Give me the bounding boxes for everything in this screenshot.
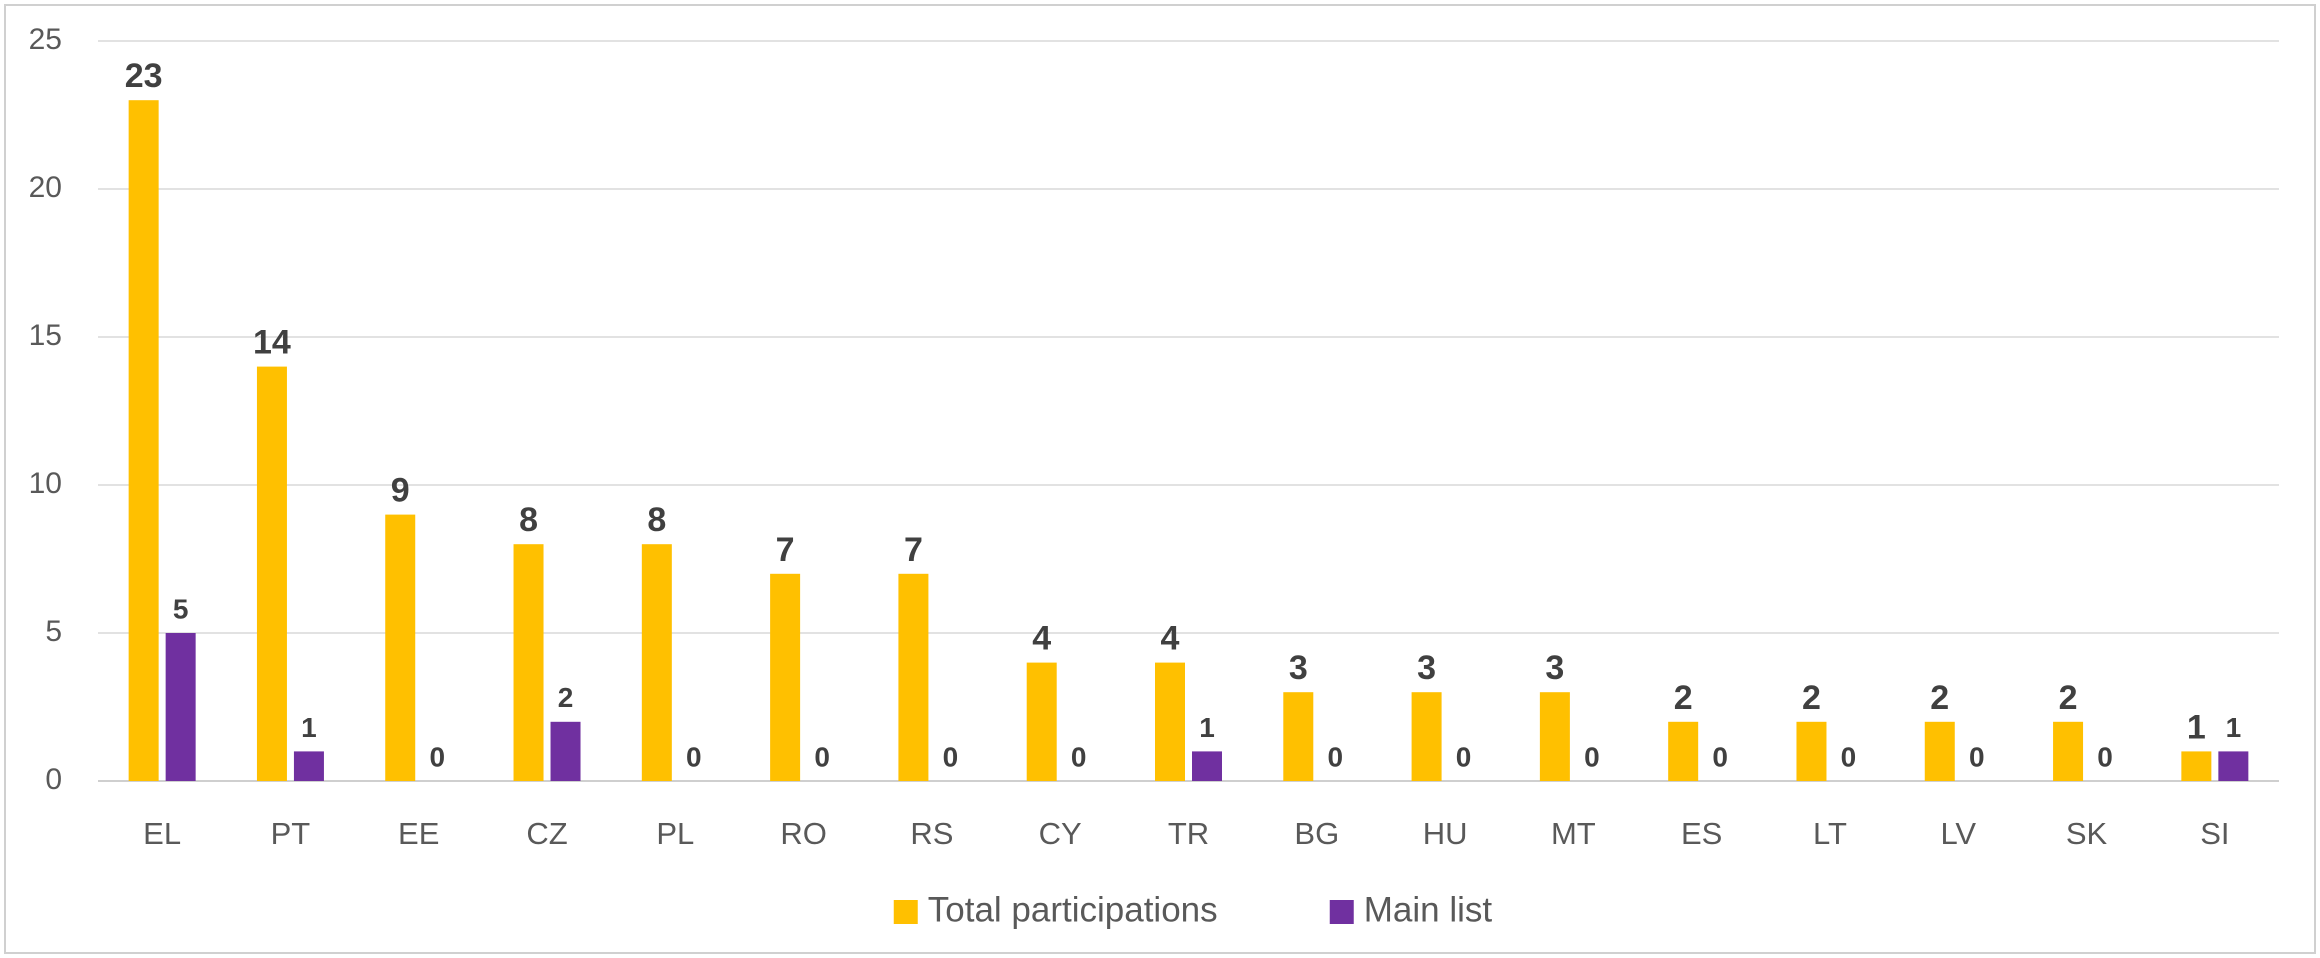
data-label: 0 [429, 741, 445, 772]
bar [2181, 751, 2212, 781]
data-label: 4 [1161, 620, 1180, 658]
bar [898, 573, 929, 781]
bar [1283, 692, 1314, 781]
data-label: 0 [1456, 741, 1472, 772]
data-label: 23 [125, 57, 163, 95]
bar [1026, 662, 1057, 781]
x-tick-label: CY [1039, 816, 1082, 851]
data-label: 14 [253, 324, 291, 362]
data-label: 2 [558, 682, 574, 713]
data-label: 8 [647, 501, 666, 539]
x-tick-label: SI [2200, 816, 2229, 851]
y-tick-label: 10 [29, 467, 62, 500]
bar [1796, 721, 1827, 781]
bar [1192, 751, 1222, 781]
bar [128, 100, 159, 781]
data-label: 0 [1328, 741, 1344, 772]
data-label: 3 [1417, 649, 1436, 687]
bar [1539, 692, 1570, 781]
data-label: 7 [776, 531, 795, 569]
x-tick-label: RO [780, 816, 827, 851]
bar [165, 633, 196, 781]
data-label: 0 [1584, 741, 1600, 772]
data-label: 0 [1841, 741, 1857, 772]
x-tick-label: RS [910, 816, 953, 851]
data-label: 9 [391, 472, 410, 510]
bar [1411, 692, 1442, 781]
legend-label: Main list [1364, 890, 1493, 929]
data-label: 8 [519, 501, 538, 539]
data-label: 0 [1071, 741, 1087, 772]
bar [1924, 721, 1955, 781]
x-tick-label: CZ [526, 816, 567, 851]
data-label: 0 [2097, 741, 2113, 772]
data-label: 7 [904, 531, 923, 569]
bar [293, 751, 324, 781]
x-tick-label: TR [1168, 816, 1209, 851]
bar [1155, 662, 1185, 781]
y-tick-label: 15 [29, 319, 62, 352]
x-tick-label: PL [656, 816, 694, 851]
x-tick-label: MT [1551, 816, 1596, 851]
x-tick-label: PT [271, 816, 311, 851]
data-label: 2 [1930, 679, 1949, 717]
chart-border [4, 4, 2316, 954]
bar [1668, 721, 1699, 781]
x-tick-label: BG [1294, 816, 1339, 851]
data-label: 3 [1289, 649, 1308, 687]
data-label: 0 [943, 741, 959, 772]
bar [550, 721, 581, 781]
data-label: 4 [1032, 620, 1051, 658]
x-tick-label: LV [1940, 816, 1976, 851]
bar [513, 544, 544, 781]
legend-swatch [1329, 900, 1354, 924]
x-tick-label: SK [2066, 816, 2108, 851]
x-tick-label: ES [1681, 816, 1722, 851]
data-label: 2 [1674, 679, 1693, 717]
x-tick-label: LT [1813, 816, 1847, 851]
y-tick-label: 25 [29, 23, 62, 56]
data-label: 0 [686, 741, 702, 772]
data-label: 1 [1199, 712, 1215, 743]
data-label: 0 [1969, 741, 1985, 772]
bar [2053, 721, 2084, 781]
data-label: 3 [1545, 649, 1564, 687]
bar [385, 514, 416, 781]
data-label: 2 [1802, 679, 1821, 717]
y-tick-label: 5 [45, 615, 62, 648]
y-tick-label: 0 [45, 763, 62, 796]
x-tick-label: EL [143, 816, 181, 851]
bar [770, 573, 801, 781]
legend-swatch [893, 900, 918, 924]
data-label: 1 [2187, 708, 2206, 746]
data-label: 2 [2059, 679, 2078, 717]
legend-label: Total participations [928, 890, 1218, 929]
x-tick-label: HU [1423, 816, 1468, 851]
y-tick-label: 20 [29, 171, 62, 204]
bar [2218, 751, 2249, 781]
x-tick-label: EE [398, 816, 439, 851]
data-label: 1 [2226, 712, 2242, 743]
bar [256, 366, 287, 781]
data-label: 0 [1712, 741, 1728, 772]
data-label: 5 [173, 593, 189, 624]
data-label: 0 [814, 741, 830, 772]
bar [641, 544, 672, 781]
data-label: 1 [301, 712, 317, 743]
